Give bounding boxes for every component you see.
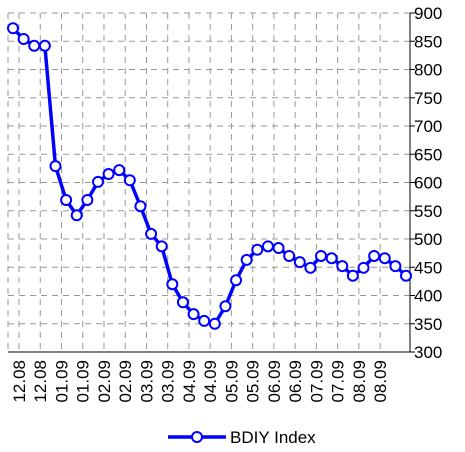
marker: [293, 256, 306, 269]
x-tick-label: 07.09: [329, 360, 348, 403]
y-tick-label: 350: [414, 315, 442, 334]
y-tick-label: 700: [414, 117, 442, 136]
x-tick-label: 03.09: [137, 360, 156, 403]
x-tick-label: 12.08: [31, 360, 50, 403]
x-tick-label: 01.09: [74, 360, 93, 403]
marker: [7, 22, 19, 35]
marker: [325, 252, 338, 265]
legend-label: BDIY Index: [230, 428, 316, 447]
y-tick-label: 600: [414, 174, 442, 193]
marker: [70, 209, 83, 222]
marker: [145, 227, 158, 240]
legend-marker: [191, 431, 203, 443]
y-tick-label: 300: [414, 343, 442, 362]
line: [11, 27, 408, 326]
marker: [176, 296, 189, 309]
y-tick-label: 900: [414, 4, 442, 23]
y-tick-label: 550: [414, 202, 442, 221]
marker: [49, 160, 62, 173]
y-tick-label: 850: [414, 32, 442, 51]
marker: [240, 253, 253, 266]
y-tick-label: 500: [414, 230, 442, 249]
marker: [304, 261, 317, 274]
marker: [102, 168, 115, 181]
x-tick-label: 07.09: [307, 360, 326, 403]
x-tick-label: 04.09: [201, 360, 220, 403]
x-tick-label: 05.09: [222, 360, 241, 403]
marker: [400, 269, 412, 282]
marker: [283, 249, 296, 262]
marker: [38, 39, 51, 52]
marker: [17, 32, 30, 45]
marker: [60, 194, 73, 207]
marker: [123, 174, 136, 187]
marker: [357, 261, 370, 274]
marker: [187, 308, 200, 321]
x-tick-label: 08.09: [371, 360, 390, 403]
marker: [113, 164, 126, 177]
marker: [81, 194, 94, 207]
marker: [91, 175, 104, 188]
marker: [346, 269, 359, 282]
marker: [134, 200, 147, 213]
marker: [261, 240, 274, 253]
x-tick-label: 05.09: [244, 360, 263, 403]
y-tick-label: 750: [414, 89, 442, 108]
x-tick-label: 03.09: [159, 360, 178, 403]
marker: [389, 260, 402, 273]
x-tick-label: 01.09: [52, 360, 71, 403]
x-tick-label: 12.08: [10, 360, 29, 403]
marker: [378, 252, 391, 265]
marker: [166, 278, 179, 291]
marker: [198, 314, 211, 327]
y-tick-label: 400: [414, 287, 442, 306]
x-tick-label: 08.09: [350, 360, 369, 403]
y-tick-label: 450: [414, 258, 442, 277]
x-tick-label: 02.09: [116, 360, 135, 403]
marker: [251, 243, 264, 256]
marker: [368, 249, 381, 262]
marker: [230, 274, 243, 287]
marker: [336, 260, 349, 273]
marker: [219, 300, 232, 313]
y-tick-label: 650: [414, 145, 442, 164]
x-tick-label: 06.09: [286, 360, 305, 403]
marker: [28, 39, 41, 52]
y-tick-label: 800: [414, 61, 442, 80]
x-tick-label: 06.09: [265, 360, 284, 403]
marker: [208, 317, 221, 330]
marker: [272, 242, 285, 255]
marker: [315, 249, 328, 262]
x-tick-label: 02.09: [95, 360, 114, 403]
x-tick-label: 04.09: [180, 360, 199, 403]
marker: [155, 240, 168, 253]
